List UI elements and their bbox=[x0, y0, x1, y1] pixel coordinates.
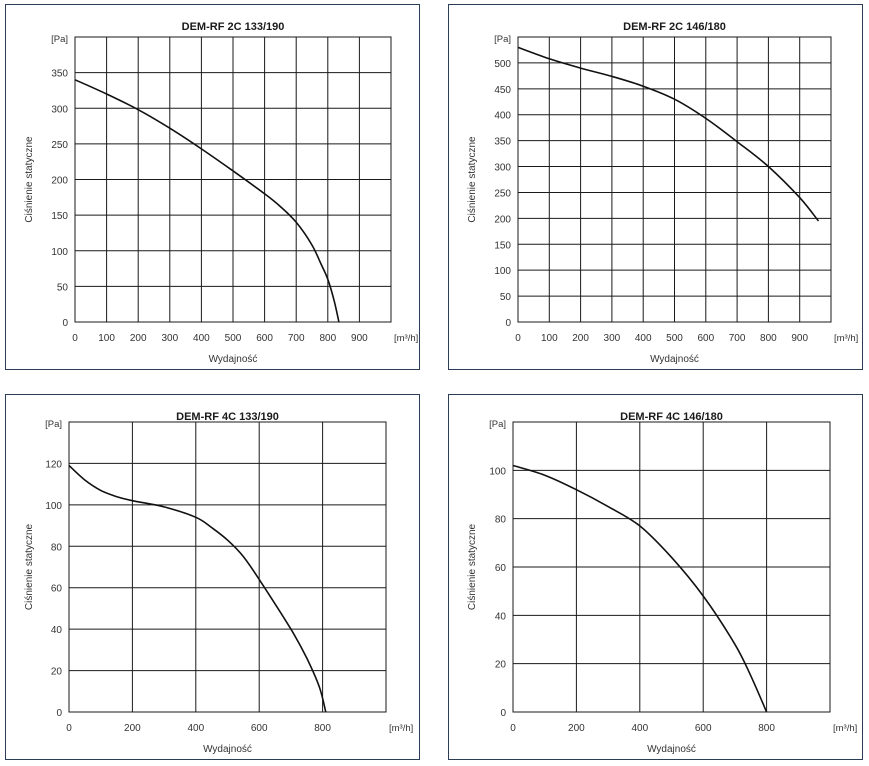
y-tick-label: 300 bbox=[51, 104, 68, 115]
x-tick-label: 300 bbox=[604, 333, 621, 344]
x-tick-label: 200 bbox=[130, 333, 147, 344]
chart-panel-2c-146-180: DEM-RF 2C 146/180 0 100 200 300 400 500 600 700 8… bbox=[448, 4, 863, 370]
x-axis-label: Wydajność bbox=[647, 744, 696, 755]
fan-curve-line bbox=[512, 464, 768, 713]
x-unit-label: [m³/h] bbox=[834, 333, 858, 344]
x-unit-label: [m³/h] bbox=[394, 333, 418, 344]
x-tick-label: 600 bbox=[256, 333, 273, 344]
y-tick-label: 20 bbox=[51, 667, 63, 678]
y-tick-label: 450 bbox=[494, 85, 511, 96]
x-tick-label: 800 bbox=[758, 723, 775, 734]
fan-curve-line bbox=[74, 79, 340, 323]
chart-panel-4c-146-180: DEM-RF 4C 146/180 0 200 400 600 800 0 20 40 60 80 1… bbox=[448, 394, 863, 760]
x-axis-label: Wydajność bbox=[209, 354, 258, 365]
chart-svg: DEM-RF 4C 146/180 0 200 400 600 800 0 20 40 60 80 1… bbox=[467, 411, 857, 755]
y-tick-label: 0 bbox=[62, 318, 68, 329]
x-tick-label: 700 bbox=[288, 333, 305, 344]
y-unit-label: [Pa] bbox=[489, 419, 506, 430]
x-tick-label: 400 bbox=[635, 333, 652, 344]
x-axis-label: Wydajność bbox=[650, 354, 699, 365]
x-tick-label: 400 bbox=[193, 333, 210, 344]
y-unit-label: [Pa] bbox=[494, 34, 511, 45]
y-tick-label: 120 bbox=[45, 459, 62, 470]
y-axis-label: Ciśnienie statyczne bbox=[24, 136, 35, 223]
y-tick-label: 250 bbox=[51, 140, 68, 151]
chart-title: DEM-RF 2C 133/190 bbox=[182, 21, 285, 33]
y-axis-label: Ciśnienie statyczne bbox=[24, 523, 35, 610]
y-tick-label: 20 bbox=[495, 660, 507, 671]
y-tick-label: 50 bbox=[500, 292, 512, 303]
x-tick-label: 100 bbox=[541, 333, 558, 344]
y-tick-label: 0 bbox=[505, 318, 511, 329]
y-tick-label: 80 bbox=[495, 515, 507, 526]
y-tick-label: 100 bbox=[45, 501, 62, 512]
y-tick-label: 60 bbox=[495, 563, 507, 574]
x-tick-label: 300 bbox=[161, 333, 178, 344]
y-unit-label: [Pa] bbox=[51, 34, 68, 45]
y-tick-label: 0 bbox=[500, 708, 506, 719]
x-tick-label: 700 bbox=[729, 333, 746, 344]
x-axis-label: Wydajność bbox=[203, 744, 252, 755]
y-tick-label: 80 bbox=[51, 542, 63, 553]
x-tick-label: 600 bbox=[695, 723, 712, 734]
x-tick-label: 200 bbox=[572, 333, 589, 344]
x-tick-label: 200 bbox=[124, 723, 141, 734]
x-tick-label: 800 bbox=[314, 723, 331, 734]
y-tick-label: 300 bbox=[494, 163, 511, 174]
plot-frame bbox=[512, 421, 831, 713]
y-tick-label: 40 bbox=[495, 611, 507, 622]
fan-curve-line bbox=[68, 464, 327, 713]
y-tick-label: 350 bbox=[51, 69, 68, 80]
y-tick-label: 150 bbox=[494, 240, 511, 251]
y-tick-label: 200 bbox=[51, 176, 68, 187]
x-tick-label: 0 bbox=[72, 333, 78, 344]
y-tick-label: 100 bbox=[494, 266, 511, 277]
y-tick-label: 500 bbox=[494, 59, 511, 70]
y-tick-label: 50 bbox=[57, 282, 69, 293]
plot-frame bbox=[517, 36, 832, 323]
y-tick-label: 0 bbox=[56, 708, 62, 719]
x-tick-label: 0 bbox=[515, 333, 521, 344]
y-tick-label: 200 bbox=[494, 214, 511, 225]
x-tick-label: 600 bbox=[251, 723, 268, 734]
chart-svg: DEM-RF 4C 133/190 0 200 400 600 800 0 20 40 60 80 1… bbox=[24, 411, 413, 755]
y-tick-label: 400 bbox=[494, 111, 511, 122]
y-tick-label: 350 bbox=[494, 137, 511, 148]
y-unit-label: [Pa] bbox=[45, 419, 62, 430]
plot-frame bbox=[68, 421, 387, 713]
fan-curve-line bbox=[517, 46, 820, 222]
x-tick-label: 200 bbox=[568, 723, 585, 734]
y-tick-label: 60 bbox=[51, 584, 63, 595]
y-tick-label: 100 bbox=[51, 247, 68, 258]
y-tick-label: 250 bbox=[494, 188, 511, 199]
x-tick-label: 500 bbox=[666, 333, 683, 344]
x-tick-label: 900 bbox=[791, 333, 808, 344]
y-axis-label: Ciśnienie statyczne bbox=[467, 136, 478, 223]
x-tick-label: 400 bbox=[631, 723, 648, 734]
chart-title: DEM-RF 4C 133/190 bbox=[176, 411, 279, 423]
chart-title: DEM-RF 4C 146/180 bbox=[620, 411, 723, 423]
x-tick-label: 500 bbox=[225, 333, 242, 344]
chart-title: DEM-RF 2C 146/180 bbox=[623, 21, 726, 33]
chart-panel-4c-133-190: DEM-RF 4C 133/190 0 200 400 600 800 0 20 40 60 80 1… bbox=[5, 394, 420, 760]
x-tick-label: 800 bbox=[760, 333, 777, 344]
y-axis-label: Ciśnienie statyczne bbox=[467, 523, 478, 610]
y-tick-label: 40 bbox=[51, 625, 63, 636]
x-tick-label: 100 bbox=[98, 333, 115, 344]
x-tick-label: 0 bbox=[66, 723, 72, 734]
x-unit-label: [m³/h] bbox=[833, 723, 857, 734]
x-tick-label: 400 bbox=[187, 723, 204, 734]
x-tick-label: 600 bbox=[697, 333, 714, 344]
x-tick-label: 0 bbox=[510, 723, 516, 734]
plot-frame bbox=[74, 36, 392, 323]
x-tick-label: 800 bbox=[319, 333, 336, 344]
y-tick-label: 150 bbox=[51, 211, 68, 222]
x-tick-label: 900 bbox=[351, 333, 368, 344]
chart-panel-2c-133-190: DEM-RF 2C 133/190 0 100 200 300 400 500 600 700 8… bbox=[5, 4, 420, 370]
x-unit-label: [m³/h] bbox=[389, 723, 413, 734]
y-tick-label: 100 bbox=[489, 466, 506, 477]
